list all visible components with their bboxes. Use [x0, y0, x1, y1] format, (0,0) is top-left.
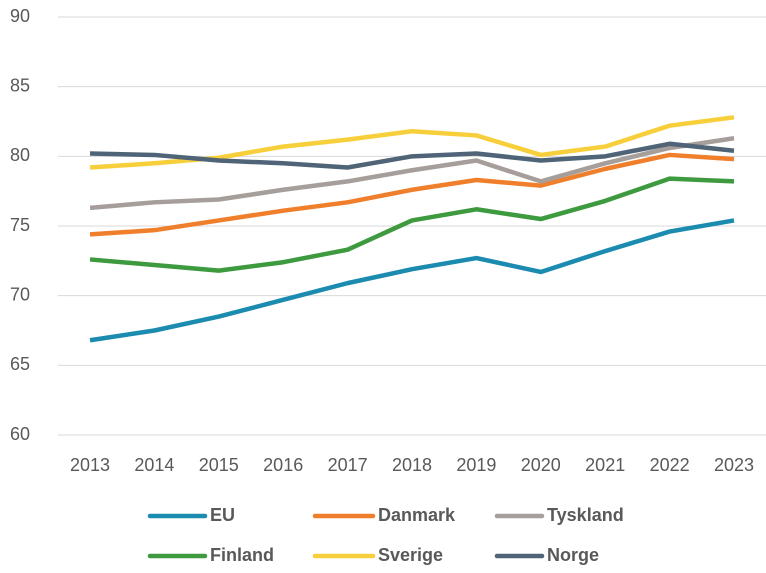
series-line: [89, 141, 735, 170]
series-line: [89, 152, 735, 237]
x-tick-label: 2019: [456, 455, 496, 475]
x-tick-label: 2015: [199, 455, 239, 475]
y-tick-label: 75: [10, 215, 30, 235]
series-line: [89, 218, 735, 343]
series-line: [89, 176, 735, 273]
legend-label: Sverige: [378, 545, 443, 565]
y-tick-label: 90: [10, 6, 30, 26]
y-tick-label: 65: [10, 354, 30, 374]
x-tick-label: 2018: [392, 455, 432, 475]
legend-label: Danmark: [378, 505, 456, 525]
x-tick-label: 2014: [134, 455, 174, 475]
y-tick-label: 60: [10, 424, 30, 444]
legend-label: Norge: [547, 545, 599, 565]
legend-label: Tyskland: [547, 505, 624, 525]
x-tick-label: 2021: [585, 455, 625, 475]
legend-label: EU: [210, 505, 235, 525]
series-line: [89, 135, 735, 211]
x-tick-label: 2013: [70, 455, 110, 475]
x-tick-label: 2020: [521, 455, 561, 475]
y-tick-label: 80: [10, 145, 30, 165]
x-tick-label: 2017: [328, 455, 368, 475]
legend-label: Finland: [210, 545, 274, 565]
x-tick-label: 2023: [714, 455, 754, 475]
x-tick-label: 2016: [263, 455, 303, 475]
y-tick-label: 85: [10, 75, 30, 95]
x-tick-label: 2022: [650, 455, 690, 475]
y-tick-label: 70: [10, 284, 30, 304]
